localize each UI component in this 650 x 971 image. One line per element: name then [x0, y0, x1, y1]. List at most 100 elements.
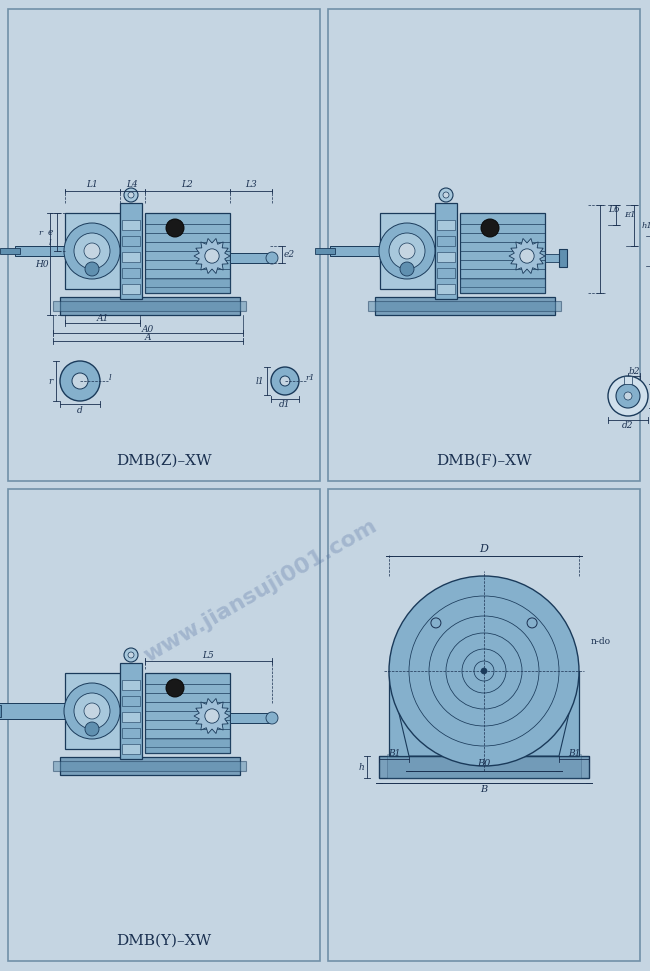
Circle shape	[84, 243, 100, 259]
Polygon shape	[509, 239, 545, 274]
Text: b2: b2	[629, 366, 640, 376]
Text: l: l	[109, 374, 111, 382]
Bar	[437, 236, 455, 246]
Circle shape	[84, 703, 100, 719]
Text: B: B	[480, 786, 488, 794]
Bar	[122, 252, 140, 262]
Polygon shape	[389, 671, 444, 756]
Circle shape	[60, 361, 100, 401]
Circle shape	[443, 192, 449, 198]
Text: L1: L1	[86, 180, 98, 188]
Bar	[60, 757, 240, 775]
Bar	[122, 680, 140, 690]
Bar	[53, 761, 246, 771]
Text: B1: B1	[388, 749, 400, 757]
Bar	[122, 712, 140, 722]
Text: d2: d2	[622, 420, 634, 429]
Text: DMB(Z)–XW: DMB(Z)–XW	[116, 454, 212, 468]
Bar	[8, 489, 320, 961]
Bar	[60, 297, 240, 315]
Bar	[145, 279, 230, 293]
Text: L4: L4	[127, 180, 138, 188]
Text: n-do: n-do	[591, 637, 611, 646]
Text: h1: h1	[642, 221, 650, 229]
Text: www.jiansuji001.com: www.jiansuji001.com	[140, 516, 380, 666]
Text: e2: e2	[283, 250, 294, 259]
Circle shape	[400, 262, 414, 276]
Text: d1: d1	[280, 399, 291, 409]
Bar	[145, 213, 230, 293]
Bar	[368, 301, 561, 311]
Text: B0: B0	[477, 759, 491, 768]
Bar	[0, 248, 20, 254]
Text: r: r	[48, 377, 52, 385]
Bar	[328, 489, 640, 961]
Bar	[330, 246, 385, 256]
Circle shape	[266, 252, 278, 264]
Bar	[387, 754, 581, 778]
Circle shape	[74, 693, 110, 729]
Polygon shape	[194, 698, 230, 733]
Bar	[0, 705, 1, 717]
Bar	[559, 249, 567, 267]
Text: DMB(F)–XW: DMB(F)–XW	[436, 454, 532, 468]
Circle shape	[205, 249, 219, 263]
Bar	[328, 9, 640, 481]
Bar	[230, 713, 270, 723]
Bar	[460, 213, 545, 293]
Circle shape	[85, 722, 99, 736]
Circle shape	[481, 668, 487, 674]
Bar	[437, 252, 455, 262]
Text: h: h	[358, 762, 364, 772]
Circle shape	[280, 376, 290, 386]
Circle shape	[85, 262, 99, 276]
Text: B1: B1	[568, 749, 580, 757]
Bar	[122, 744, 140, 754]
Bar	[122, 236, 140, 246]
Circle shape	[399, 243, 415, 259]
Bar	[435, 203, 457, 299]
Circle shape	[520, 249, 534, 263]
Text: D: D	[480, 544, 488, 554]
Circle shape	[64, 683, 120, 739]
Circle shape	[389, 576, 579, 766]
Bar	[53, 301, 246, 311]
Text: l: l	[49, 239, 51, 247]
Text: A0: A0	[142, 324, 154, 333]
Text: l1: l1	[255, 377, 265, 385]
Bar	[315, 248, 335, 254]
Bar	[145, 739, 230, 753]
Bar	[437, 284, 455, 294]
Text: r: r	[38, 229, 42, 237]
Circle shape	[271, 367, 299, 395]
Circle shape	[128, 652, 134, 658]
Bar	[65, 213, 120, 289]
Circle shape	[72, 373, 88, 389]
Bar	[122, 220, 140, 230]
Bar	[460, 279, 545, 293]
Text: r1: r1	[306, 374, 315, 382]
Circle shape	[481, 219, 499, 237]
Polygon shape	[194, 239, 230, 274]
Bar	[120, 203, 142, 299]
Bar	[375, 297, 555, 315]
Circle shape	[616, 384, 640, 408]
Circle shape	[124, 188, 138, 202]
Text: A1: A1	[96, 314, 109, 322]
Text: e: e	[47, 227, 53, 237]
Circle shape	[624, 392, 632, 400]
Circle shape	[266, 712, 278, 724]
Circle shape	[64, 223, 120, 279]
Text: L3: L3	[245, 180, 257, 188]
Circle shape	[608, 376, 648, 416]
Text: DMB(Y)–XW: DMB(Y)–XW	[116, 934, 211, 948]
Text: L6: L6	[608, 205, 619, 214]
Bar	[8, 9, 320, 481]
Circle shape	[439, 188, 453, 202]
Bar	[65, 673, 120, 749]
Polygon shape	[524, 671, 579, 756]
Bar	[379, 756, 589, 778]
Circle shape	[74, 233, 110, 269]
Text: A: A	[145, 332, 151, 342]
Bar	[437, 268, 455, 278]
